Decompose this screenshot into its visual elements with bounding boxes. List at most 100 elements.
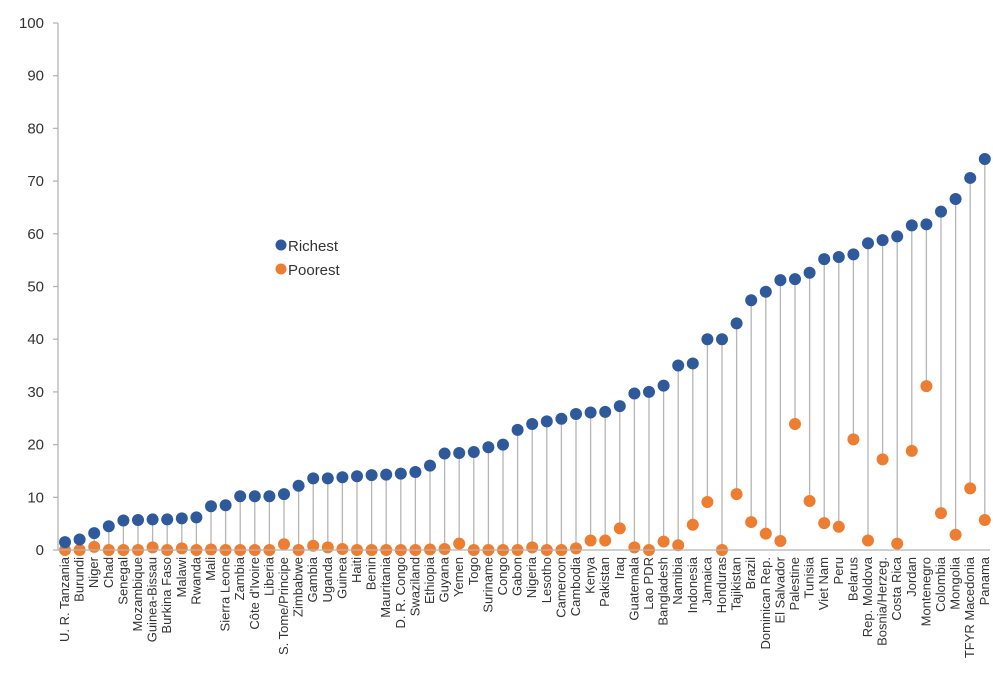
richest-point — [540, 415, 553, 428]
richest-point — [584, 406, 597, 419]
richest-point — [73, 533, 86, 546]
richest-point — [205, 500, 217, 513]
poorest-point — [278, 538, 290, 551]
richest-point — [365, 469, 378, 482]
x-tick-label: Suriname — [480, 557, 495, 613]
poorest-point — [949, 528, 962, 541]
poorest-point — [789, 418, 801, 431]
poorest-point — [803, 494, 816, 507]
y-axis: 0 10 20 30 40 50 60 70 80 90 100 — [19, 15, 59, 559]
poorest-point — [730, 488, 743, 501]
x-tick-label: Mali — [203, 557, 218, 581]
x-tick-label: Viet Nam — [816, 557, 831, 610]
richest-point — [102, 520, 115, 533]
x-tick-label: Zambia — [232, 556, 247, 600]
poorest-point — [905, 444, 918, 457]
x-tick-label: Côte d'Ivoire — [247, 557, 262, 630]
y-tick-label: 40 — [27, 331, 44, 348]
poorest-point — [774, 535, 787, 548]
x-tick-label: S. Tome/Principe — [276, 557, 291, 655]
poorest-point — [978, 513, 991, 526]
richest-point — [59, 536, 71, 549]
y-tick-label: 0 — [36, 542, 44, 559]
poorest-point — [321, 541, 334, 554]
richest-point — [672, 359, 685, 372]
richest-point — [278, 488, 290, 501]
x-tick-label: Guinea-Bissau — [145, 557, 160, 642]
legend-marker-richest — [275, 239, 287, 251]
richest-point — [628, 387, 641, 400]
x-tick-label: Burundi — [72, 557, 87, 602]
poorest-point — [935, 507, 947, 520]
poorest-point — [175, 542, 188, 555]
x-tick-label: Burkina Faso — [159, 557, 174, 634]
richest-point — [847, 248, 860, 261]
y-tick-label: 30 — [27, 384, 44, 401]
x-tick-label: Congo — [495, 557, 510, 595]
richest-point — [307, 472, 320, 485]
richest-point — [321, 472, 334, 485]
poorest-point — [862, 534, 874, 547]
x-tick-label: Swaziland — [407, 557, 422, 616]
x-tick-label: Brazil — [743, 557, 758, 590]
x-tick-label: U. R. Tanzania — [57, 556, 72, 642]
x-tick-label: Namibia — [670, 556, 685, 604]
richest-point — [190, 511, 203, 524]
richest-point — [161, 513, 174, 526]
x-tick-label: El Salvador — [772, 556, 787, 623]
x-tick-label: Jamaica — [699, 556, 714, 605]
poorest-point — [584, 534, 597, 547]
richest-point — [613, 400, 626, 413]
richest-point — [876, 234, 889, 247]
x-tick-label: Senegal — [115, 557, 130, 605]
legend-marker-poorest — [275, 263, 287, 275]
x-tick-label: Liberia — [261, 556, 276, 596]
poorest-point — [832, 520, 845, 533]
richest-point — [526, 418, 539, 431]
richest-point — [424, 459, 436, 472]
poorest-point — [570, 542, 582, 555]
x-tick-label: Nigeria — [524, 556, 539, 598]
poorest-point — [453, 537, 466, 550]
stems — [64, 158, 986, 550]
richest-series — [59, 152, 991, 549]
x-tick-label: Gabon — [510, 557, 525, 596]
x-tick-label: Tajikistan — [729, 557, 744, 610]
richest-point — [935, 205, 947, 218]
x-tick-label: TFYR Macedonia — [962, 556, 977, 658]
x-tick-label: Guyana — [437, 556, 452, 602]
richest-point — [467, 445, 480, 458]
poorest-point — [759, 527, 772, 540]
richest-point — [891, 230, 904, 243]
richest-point — [351, 470, 363, 483]
richest-point — [686, 357, 699, 370]
x-tick-label: Cameroon — [553, 557, 568, 618]
x-tick-label: Yemen — [451, 557, 466, 597]
x-tick-label: Rwanda — [188, 556, 203, 604]
richest-point — [730, 317, 743, 330]
x-tick-label: Togo — [466, 557, 481, 585]
richest-point — [862, 237, 874, 250]
richest-point — [292, 479, 305, 492]
richest-point — [88, 527, 101, 540]
y-tick-label: 90 — [27, 68, 44, 85]
richest-point — [132, 513, 144, 526]
y-tick-label: 50 — [27, 279, 44, 296]
x-tick-label: Guinea — [334, 556, 349, 599]
x-tick-label: Benin — [364, 557, 379, 590]
x-tick-label: Mauritania — [378, 556, 393, 617]
y-tick-label: 60 — [27, 226, 44, 243]
x-tick-label: Malawi — [174, 557, 189, 598]
poorest-point — [847, 433, 860, 446]
x-tick-label: Peru — [831, 557, 846, 584]
richest-point — [453, 447, 466, 460]
y-tick-label: 100 — [19, 15, 44, 32]
x-tick-label: Bosnia/Herzeg. — [875, 557, 890, 646]
x-tick-label: Ethiopia — [422, 556, 437, 604]
richest-point — [394, 467, 407, 480]
x-tick-label: Chad — [101, 557, 116, 588]
poorest-point — [876, 453, 889, 466]
richest-point — [234, 490, 247, 503]
y-tick-label: 20 — [27, 437, 44, 454]
x-tick-label: Bangladesh — [656, 557, 671, 626]
